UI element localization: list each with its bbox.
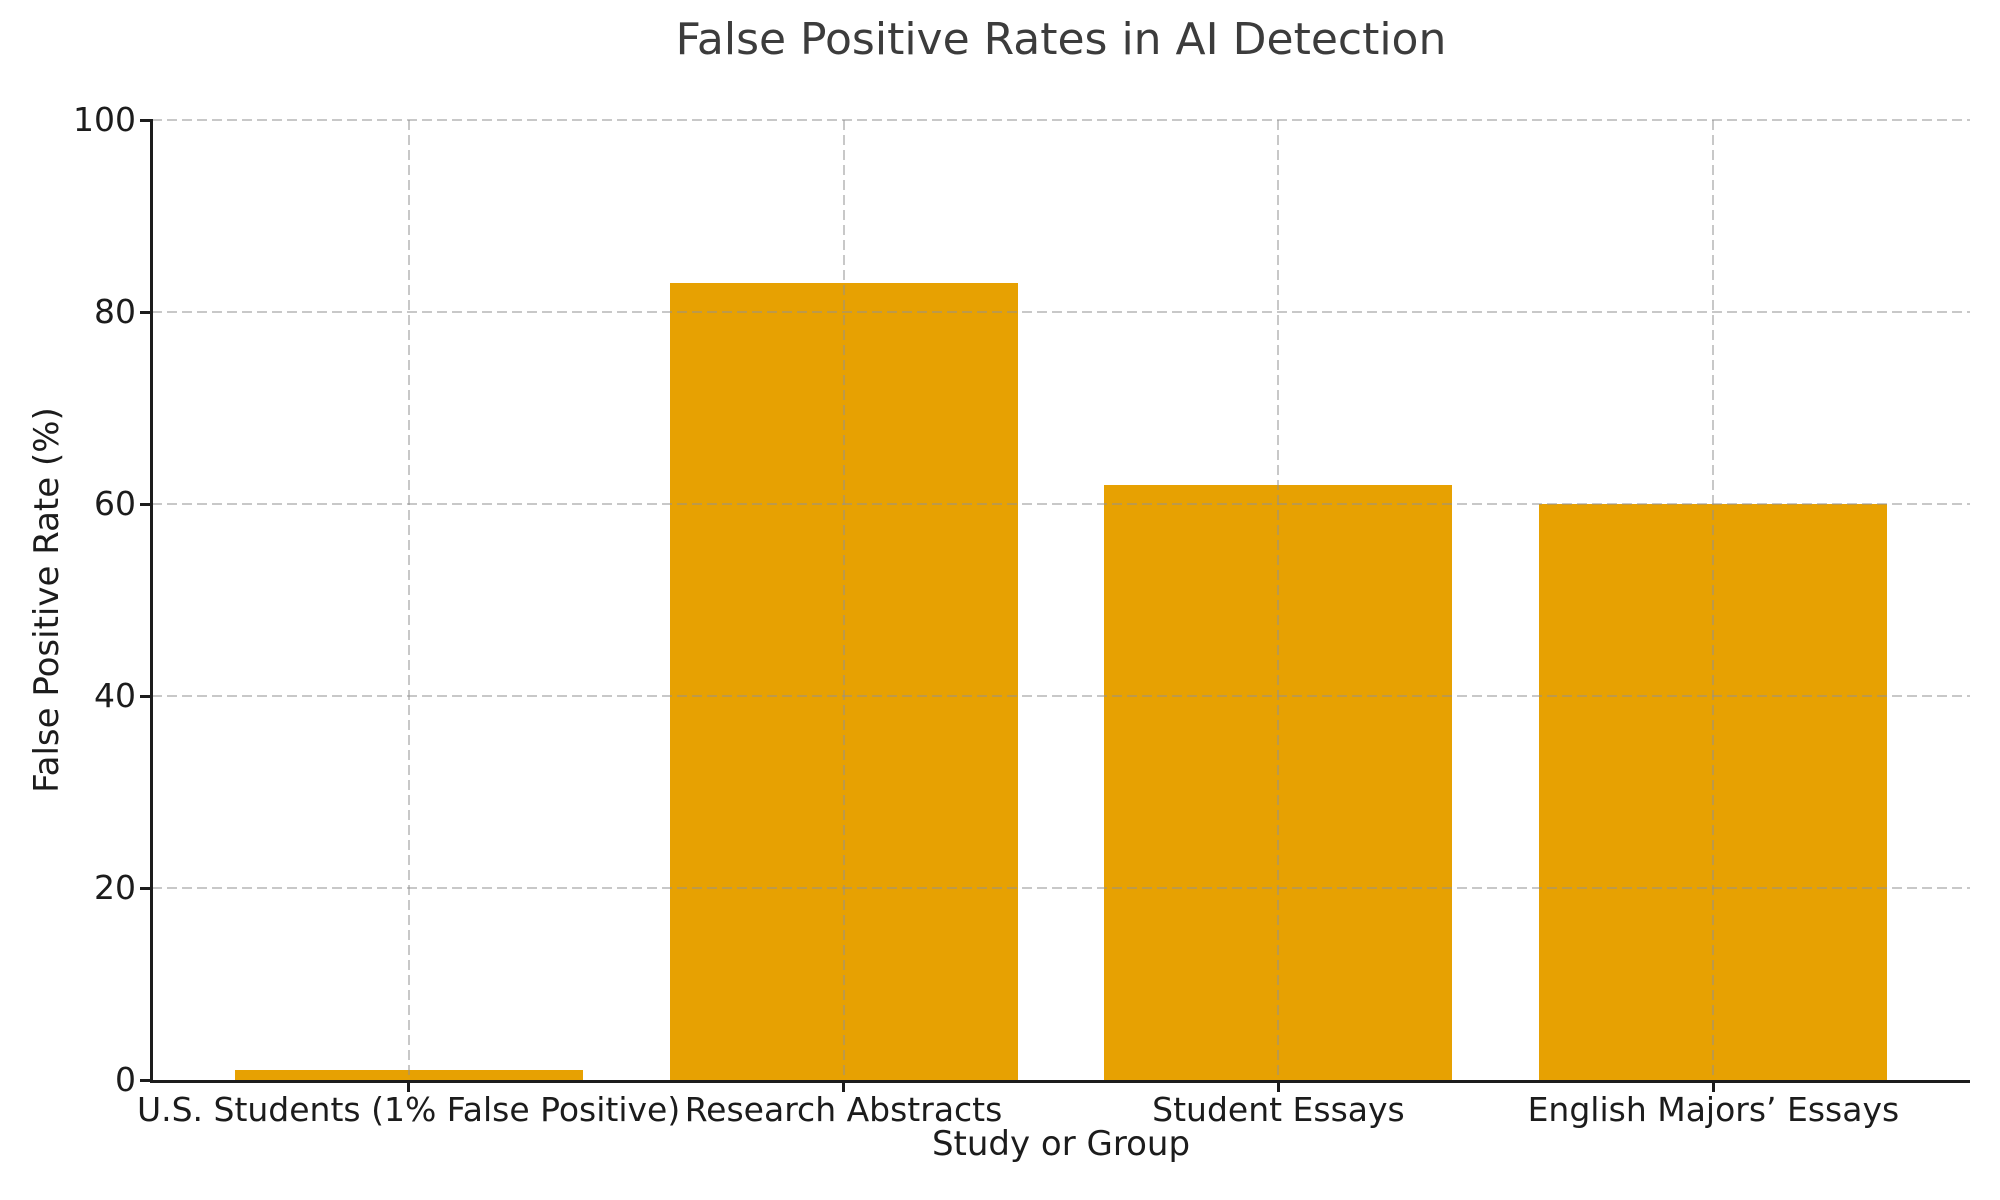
y-tick-label: 20 [94, 868, 136, 907]
y-tick-mark [140, 310, 152, 314]
x-tick-mark [1711, 1080, 1715, 1092]
y-axis-label: False Positive Rate (%) [27, 407, 67, 793]
y-tick-mark [140, 502, 152, 506]
x-tick-label: U.S. Students (1% False Positive) [136, 1090, 681, 1129]
x-tick-label: Student Essays [1152, 1090, 1405, 1129]
y-gridline [152, 311, 1970, 313]
y-tick-label: 80 [94, 292, 136, 331]
y-gridline [152, 887, 1970, 889]
y-gridline [152, 503, 1970, 505]
y-axis-spine [150, 119, 153, 1083]
x-tick-label: English Majors’ Essays [1527, 1090, 1900, 1129]
x-tick-mark [407, 1080, 411, 1092]
x-gridline [407, 120, 410, 1080]
x-gridline [842, 120, 845, 1080]
x-tick-mark [842, 1080, 846, 1092]
y-tick-mark [140, 694, 152, 698]
y-tick-mark [140, 886, 152, 890]
chart-title: False Positive Rates in AI Detection [675, 14, 1447, 65]
x-gridline [1712, 120, 1715, 1080]
y-gridline [152, 695, 1970, 697]
y-tick-mark [140, 118, 152, 122]
y-tick-label: 100 [73, 100, 136, 139]
x-tick-label: Research Abstracts [684, 1090, 1003, 1129]
x-axis-spine [150, 1080, 1970, 1083]
x-axis-label: Study or Group [931, 1124, 1191, 1164]
x-gridline [1277, 120, 1280, 1080]
x-tick-mark [1276, 1080, 1280, 1092]
y-tick-mark [140, 1078, 152, 1082]
y-tick-label: 40 [94, 676, 136, 715]
y-gridline [152, 119, 1970, 121]
y-tick-label: 0 [115, 1060, 136, 1099]
y-tick-label: 60 [94, 484, 136, 523]
